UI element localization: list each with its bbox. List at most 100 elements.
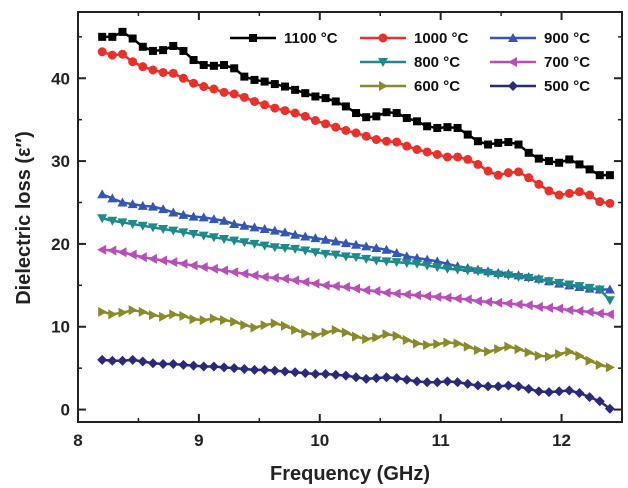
data-point	[422, 377, 433, 388]
data-point	[504, 138, 513, 147]
y-tick-label: 0	[61, 401, 70, 420]
data-point	[290, 229, 301, 239]
data-point	[433, 123, 442, 132]
data-point	[575, 160, 584, 169]
data-point	[443, 337, 453, 348]
data-point	[249, 364, 260, 375]
data-point	[341, 327, 351, 338]
data-point	[311, 92, 320, 101]
data-point	[432, 256, 443, 266]
legend-swatch-marker	[508, 57, 517, 67]
data-point	[269, 225, 280, 235]
data-point	[381, 244, 392, 254]
data-point	[291, 325, 301, 336]
data-point	[158, 225, 169, 235]
data-point	[118, 307, 128, 318]
legend-entry: 600 °C	[360, 78, 460, 95]
data-point	[310, 248, 321, 258]
data-point	[565, 155, 574, 164]
data-point	[137, 200, 148, 210]
data-point	[168, 226, 179, 236]
data-point	[189, 56, 198, 65]
x-tick-label: 8	[73, 431, 82, 450]
data-point	[158, 359, 169, 370]
data-point	[513, 273, 524, 283]
data-point	[341, 125, 351, 135]
data-point	[411, 259, 422, 269]
data-point	[463, 341, 473, 352]
data-point	[604, 284, 615, 294]
data-point	[229, 267, 239, 278]
data-point	[543, 302, 553, 313]
data-point	[118, 27, 127, 36]
series-layer	[97, 27, 615, 414]
data-point	[533, 301, 543, 312]
data-point	[220, 61, 229, 70]
data-point	[117, 218, 128, 228]
data-point	[574, 388, 585, 399]
data-point	[514, 140, 523, 149]
data-point	[239, 92, 249, 102]
data-point	[168, 257, 178, 268]
data-point	[604, 309, 614, 320]
data-point	[564, 188, 574, 198]
data-point	[178, 73, 188, 83]
data-point	[452, 293, 462, 304]
legend-label: 500 °C	[544, 78, 590, 95]
legend-swatch-marker	[378, 58, 388, 67]
y-tick-label: 20	[51, 235, 70, 254]
data-point	[98, 32, 107, 41]
data-point	[97, 47, 107, 57]
data-point	[543, 387, 554, 398]
data-point	[594, 285, 605, 295]
x-tick-label: 10	[310, 431, 329, 450]
series-0	[98, 27, 614, 180]
data-point	[310, 278, 320, 289]
data-point	[412, 144, 422, 154]
legend-entry: 800 °C	[360, 54, 460, 71]
data-point	[382, 108, 391, 117]
data-point	[127, 199, 138, 209]
data-point	[371, 135, 381, 145]
data-point	[391, 373, 402, 384]
data-point	[513, 299, 523, 310]
data-point	[411, 253, 422, 262]
data-point	[411, 290, 421, 301]
data-point	[259, 224, 270, 234]
data-point	[340, 252, 351, 262]
data-point	[564, 305, 574, 316]
data-point	[301, 89, 310, 98]
data-point	[412, 117, 421, 126]
data-point	[432, 149, 442, 159]
data-point	[483, 296, 493, 307]
data-point	[462, 294, 472, 305]
data-point	[209, 84, 219, 94]
data-point	[361, 131, 371, 141]
data-point	[514, 344, 524, 355]
data-point	[352, 109, 361, 118]
data-point	[280, 82, 289, 91]
data-point	[209, 61, 218, 70]
data-point	[401, 374, 412, 385]
data-point	[585, 190, 595, 200]
data-point	[137, 221, 148, 231]
data-point	[392, 137, 402, 147]
data-point	[320, 234, 331, 244]
data-point	[159, 46, 168, 55]
data-point	[442, 376, 453, 387]
data-point	[168, 207, 179, 217]
data-point	[472, 296, 482, 307]
data-point	[270, 318, 280, 329]
data-point	[147, 223, 158, 233]
data-point	[483, 268, 494, 278]
data-point	[311, 330, 321, 341]
y-axis-title: Dielectric loss (ε″)	[13, 131, 35, 305]
data-point	[189, 78, 199, 88]
data-point	[595, 197, 605, 207]
data-point	[320, 368, 331, 379]
data-point	[554, 278, 565, 288]
data-point	[503, 168, 513, 178]
data-point	[524, 347, 534, 358]
data-point	[523, 273, 534, 283]
data-point	[300, 111, 310, 121]
